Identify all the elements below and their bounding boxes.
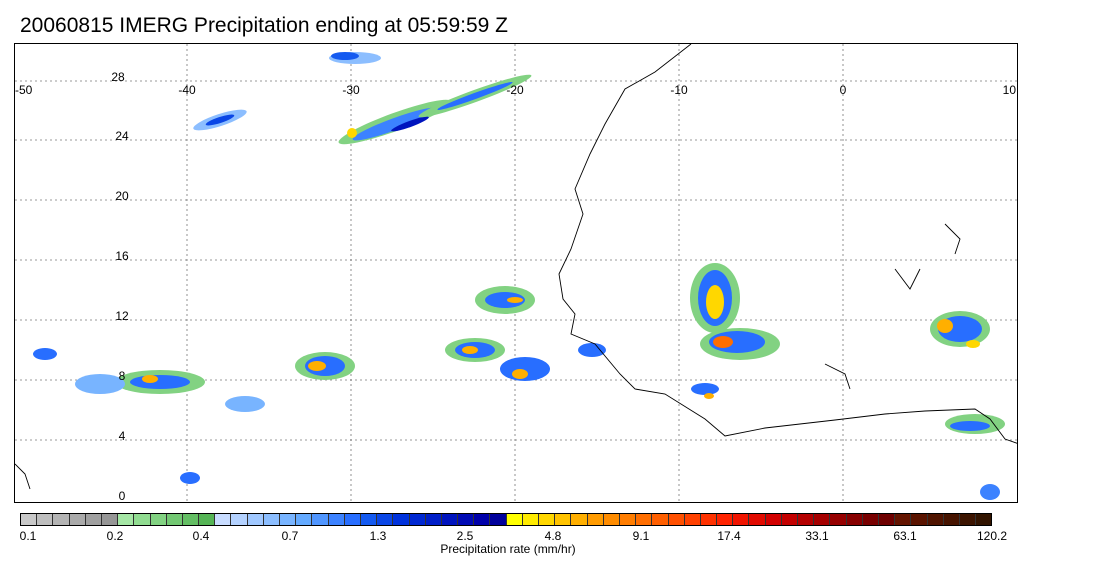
latitude-labels: 28 24 20 16 12 8 4 0 xyxy=(111,70,129,503)
lon-label-w10: -10 xyxy=(670,83,688,97)
colorbar-tick-label: 63.1 xyxy=(893,529,917,543)
colorbar-segment xyxy=(522,514,539,525)
colorbar-segment xyxy=(668,514,685,525)
colorbar-segment xyxy=(814,514,831,525)
colorbar-segment xyxy=(263,514,280,525)
lat-label-20: 20 xyxy=(115,189,129,203)
colorbar-segment xyxy=(684,514,701,525)
colorbar-segment xyxy=(85,514,102,525)
colorbar-segment xyxy=(927,514,944,525)
lat-label-16: 16 xyxy=(115,249,129,263)
lat-label-28: 28 xyxy=(111,70,125,84)
colorbar-segment xyxy=(765,514,782,525)
colorbar-segment xyxy=(69,514,86,525)
colorbar-segment xyxy=(377,514,394,525)
lon-label-w30: -30 xyxy=(342,83,360,97)
colorbar-segment xyxy=(150,514,167,525)
map-title: 20060815 IMERG Precipitation ending at 0… xyxy=(20,14,508,37)
colorbar-segment xyxy=(506,514,523,525)
colorbar-tick-label: 0.2 xyxy=(106,529,124,543)
colorbar-segment xyxy=(781,514,798,525)
colorbar-segment xyxy=(959,514,977,525)
lat-label-8: 8 xyxy=(119,369,126,383)
colorbar-segment xyxy=(862,514,879,525)
colorbar-tick-label: 17.4 xyxy=(717,529,741,543)
colorbar-segment xyxy=(895,514,912,525)
colorbar-segment xyxy=(474,514,491,525)
colorbar-segment xyxy=(539,514,556,525)
colorbar-segment xyxy=(247,514,264,525)
colorbar-tick-label: 2.5 xyxy=(456,529,474,543)
lat-label-24: 24 xyxy=(115,129,129,143)
colorbar-title: Precipitation rate (mm/hr) xyxy=(440,542,576,556)
colorbar-segment xyxy=(490,514,507,525)
precipitation-field xyxy=(33,52,1005,500)
colorbar-segment xyxy=(101,514,119,525)
colorbar-segment xyxy=(911,514,928,525)
grid-lines xyxy=(15,44,1017,502)
colorbar-segment xyxy=(798,514,815,525)
colorbar-segment xyxy=(53,514,70,525)
lon-label-e10: 10 xyxy=(1003,83,1017,97)
colorbar xyxy=(20,513,992,526)
colorbar-segment xyxy=(215,514,232,525)
lat-label-0: 0 xyxy=(119,489,126,503)
colorbar-segment xyxy=(182,514,200,525)
lon-label-w40: -40 xyxy=(178,83,196,97)
map-canvas: -50 -40 -30 -20 -10 0 10 28 24 20 16 12 … xyxy=(15,44,1017,503)
colorbar-segment xyxy=(976,514,992,525)
colorbar-segment xyxy=(943,514,960,525)
colorbar-tick-label: 1.3 xyxy=(369,529,387,543)
colorbar-segment xyxy=(603,514,620,525)
colorbar-segment xyxy=(360,514,378,525)
lon-label-w50: -50 xyxy=(15,83,33,97)
colorbar-tick-label: 0.1 xyxy=(19,529,37,543)
colorbar-segment xyxy=(733,514,750,525)
colorbar-segment xyxy=(571,514,588,525)
colorbar-tick-label: 4.8 xyxy=(544,529,562,543)
precipitation-map: -50 -40 -30 -20 -10 0 10 28 24 20 16 12 … xyxy=(14,43,1018,503)
colorbar-segment xyxy=(328,514,345,525)
longitude-labels: -50 -40 -30 -20 -10 0 10 xyxy=(15,83,1016,97)
colorbar-tick-label: 33.1 xyxy=(805,529,829,543)
colorbar-segment xyxy=(652,514,669,525)
colorbar-tick-label: 120.2 xyxy=(976,529,1008,543)
colorbar-segment xyxy=(166,514,183,525)
colorbar-tick-label: 0.7 xyxy=(281,529,299,543)
colorbar-segment xyxy=(878,514,896,525)
colorbar-segment xyxy=(717,514,734,525)
colorbar-segment xyxy=(393,514,410,525)
colorbar-segment xyxy=(118,514,135,525)
colorbar-segment xyxy=(587,514,604,525)
colorbar-segment xyxy=(21,514,38,525)
colorbar-segment xyxy=(749,514,766,525)
colorbar-segment xyxy=(296,514,313,525)
colorbar-segment xyxy=(280,514,297,525)
colorbar-segment xyxy=(37,514,54,525)
colorbar-segment xyxy=(425,514,442,525)
colorbar-segment xyxy=(830,514,847,525)
lat-label-12: 12 xyxy=(115,309,129,323)
colorbar-tick-label: 0.4 xyxy=(192,529,210,543)
colorbar-segment xyxy=(312,514,329,525)
lon-label-w20: -20 xyxy=(506,83,524,97)
colorbar-segment xyxy=(134,514,151,525)
lat-label-4: 4 xyxy=(119,429,126,443)
colorbar-segment xyxy=(846,514,863,525)
coastline xyxy=(15,44,1017,490)
colorbar-segment xyxy=(636,514,653,525)
lon-label-0: 0 xyxy=(840,83,847,97)
colorbar-tick-label: 9.1 xyxy=(632,529,650,543)
colorbar-segment xyxy=(409,514,426,525)
colorbar-segment xyxy=(458,514,475,525)
colorbar-segment xyxy=(231,514,248,525)
colorbar-segment xyxy=(555,514,572,525)
colorbar-segment xyxy=(344,514,361,525)
colorbar-segment xyxy=(700,514,718,525)
colorbar-segment xyxy=(619,514,637,525)
colorbar-segment xyxy=(441,514,459,525)
colorbar-segment xyxy=(199,514,216,525)
